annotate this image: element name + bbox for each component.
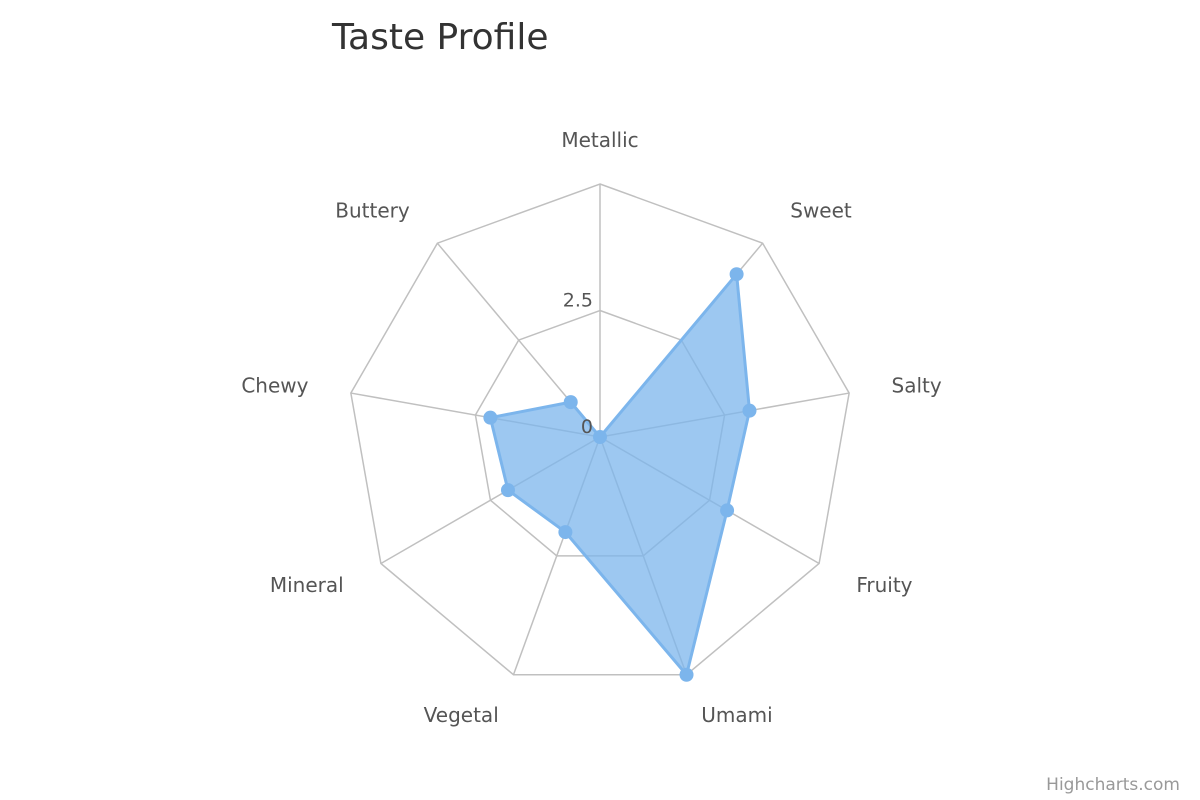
data-point-fruity [720, 503, 735, 518]
data-point-umami [679, 667, 694, 682]
tick-label: 0 [581, 416, 593, 438]
data-point-sweet [729, 267, 744, 282]
series-group [483, 267, 757, 682]
axis-label-salty: Salty [892, 374, 942, 398]
credits-link[interactable]: Highcharts.com [1046, 775, 1180, 795]
data-point-chewy [483, 410, 498, 425]
axis-label-fruity: Fruity [856, 573, 912, 597]
chart-title: Taste Profile [331, 17, 549, 58]
axis-labels: Metallic Sweet Salty Fruity Umami Vegetal Mine… [241, 128, 941, 727]
axis-label-metallic: Metallic [561, 128, 638, 152]
data-point-metallic [593, 430, 607, 444]
data-point-salty [742, 403, 757, 418]
axis-label-umami: Umami [701, 703, 772, 727]
grid-ring-2 [350, 183, 850, 676]
radar-grid [350, 183, 850, 676]
axis-label-buttery: Buttery [335, 198, 410, 222]
series-area [488, 272, 751, 677]
data-point-vegetal [558, 525, 573, 540]
axis-label-mineral: Mineral [270, 573, 344, 597]
axis-label-sweet: Sweet [790, 198, 852, 222]
tick-labels: 02.5 [563, 290, 593, 439]
axis-label-chewy: Chewy [241, 374, 308, 398]
data-point-buttery [563, 395, 578, 410]
axis-label-vegetal: Vegetal [424, 703, 499, 727]
data-point-mineral [500, 483, 515, 498]
tick-label: 2.5 [563, 290, 593, 312]
